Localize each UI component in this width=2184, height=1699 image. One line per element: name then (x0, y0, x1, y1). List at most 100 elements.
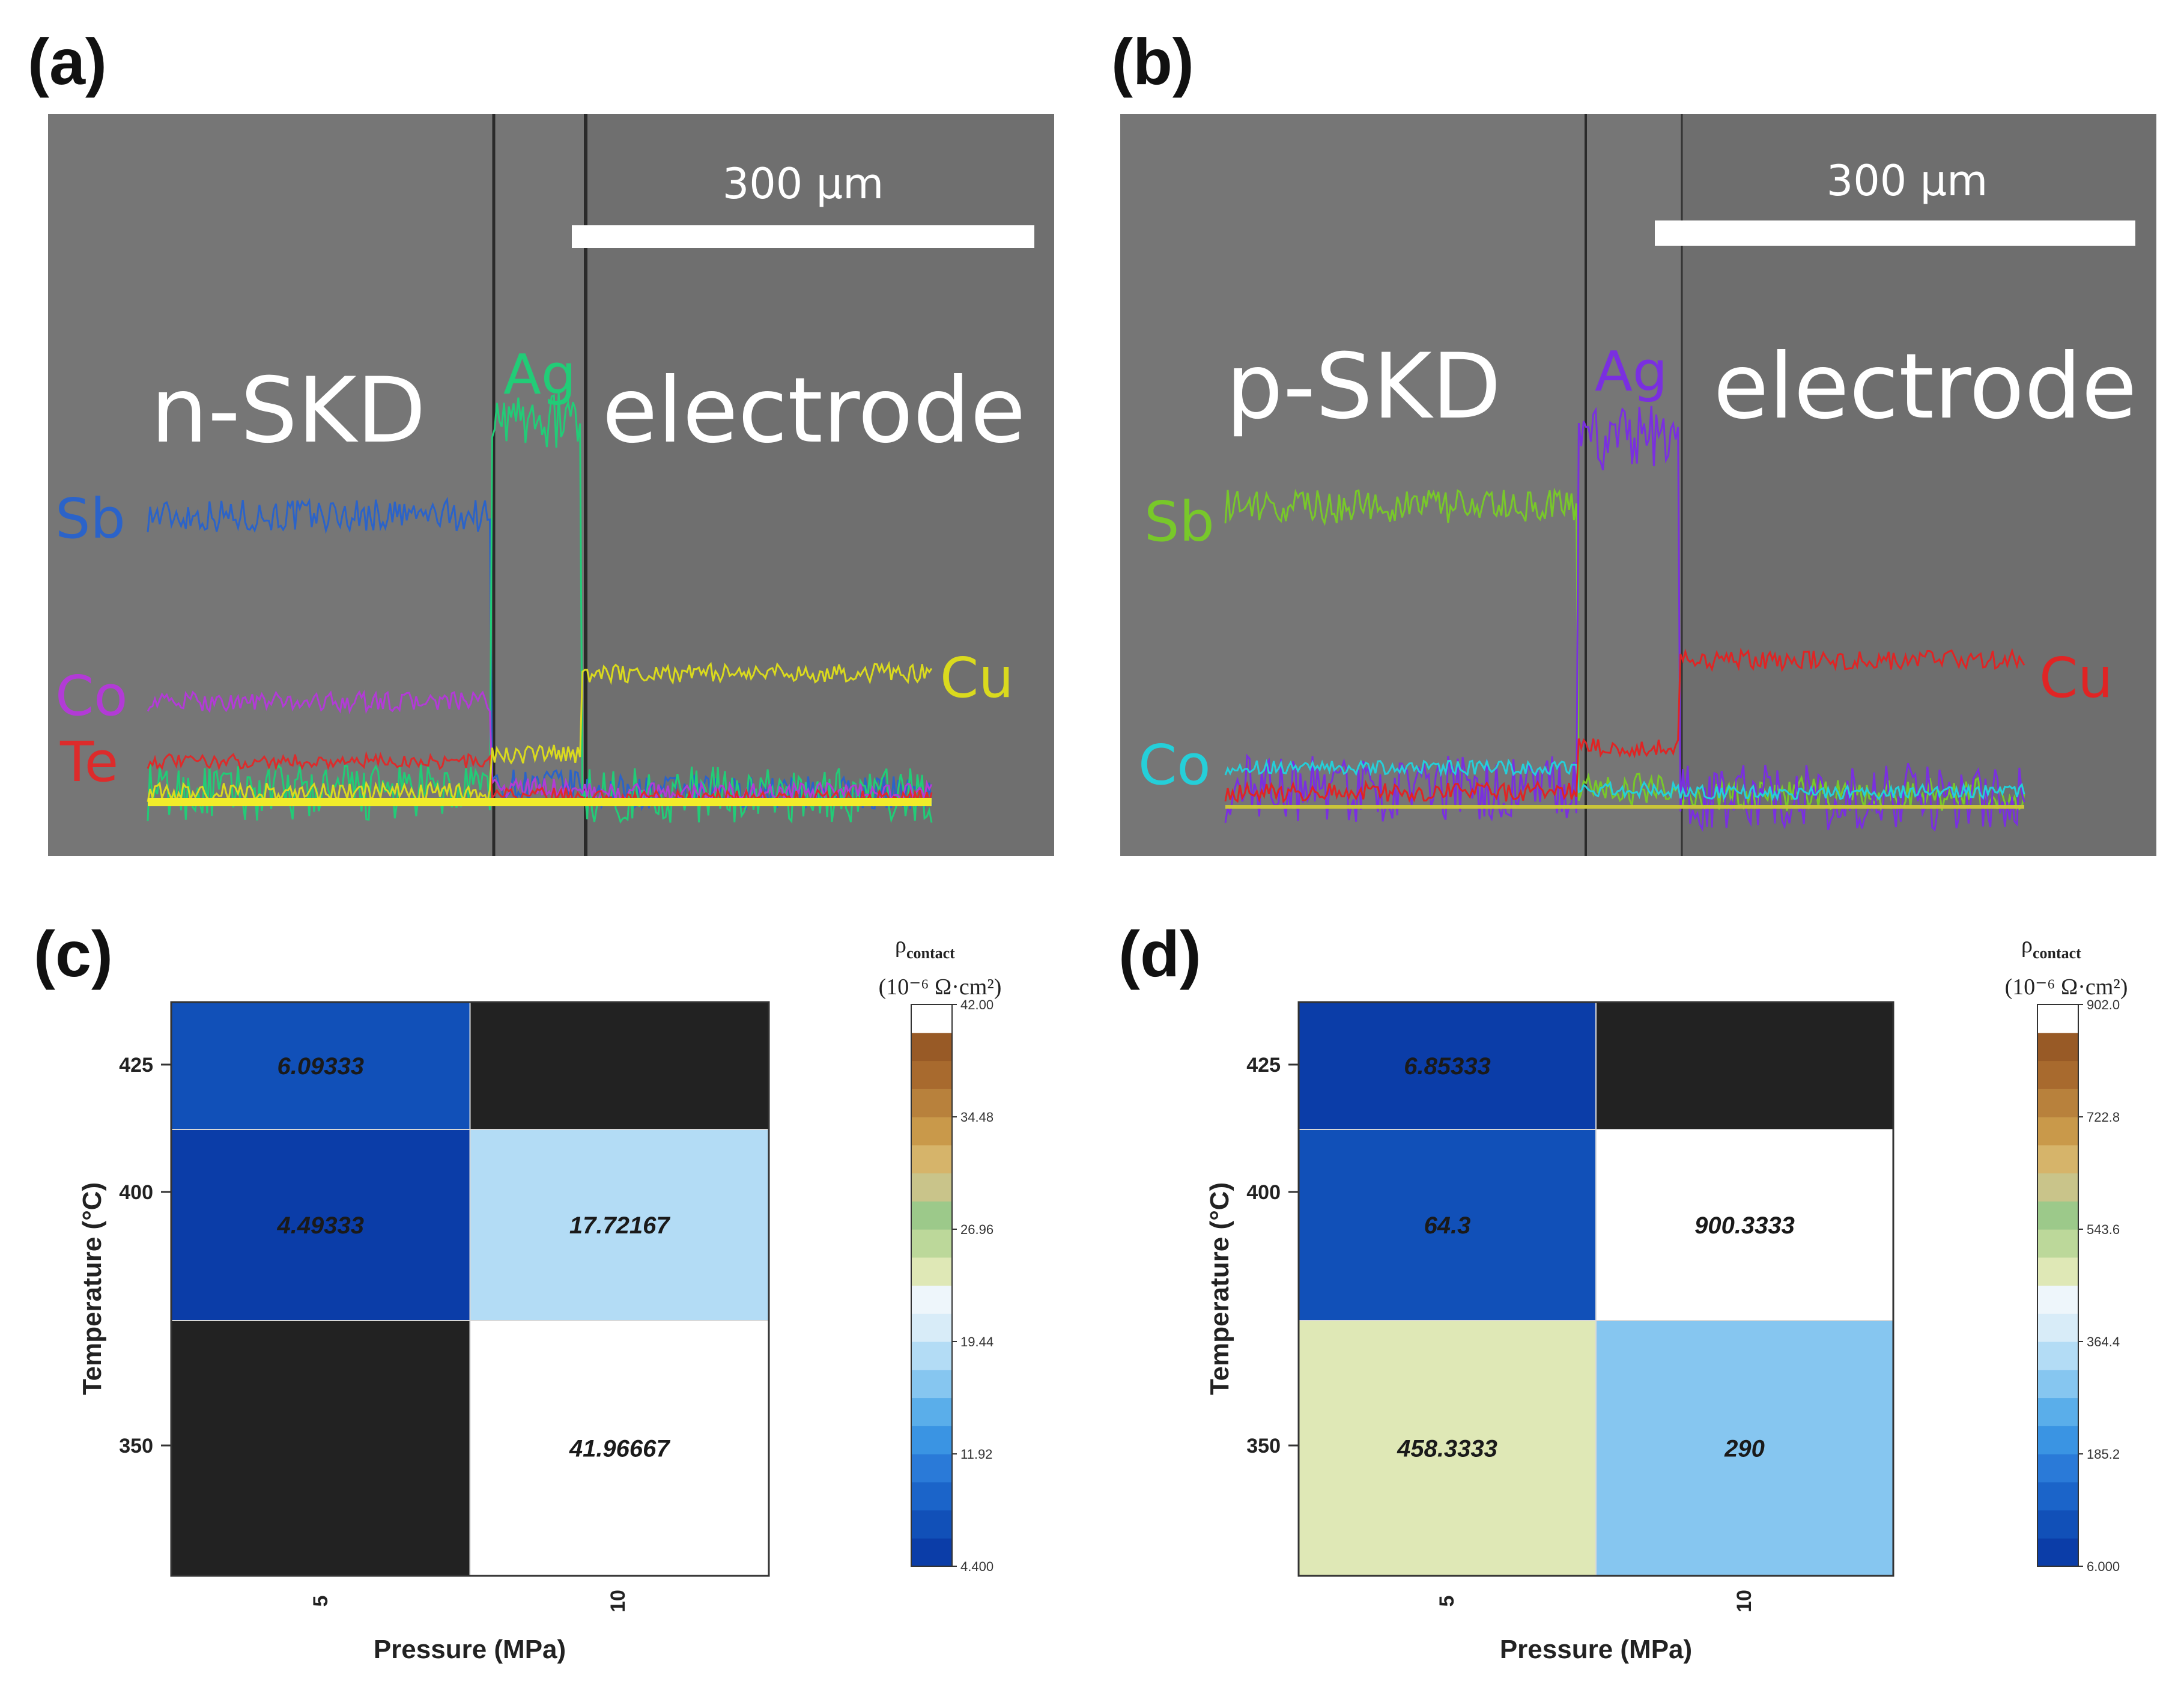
colorbar-units-c: (10⁻⁶ Ω·cm²) (879, 974, 1002, 1000)
colorbar-step (2037, 1089, 2078, 1117)
heatmap-cell (1595, 1001, 1894, 1130)
x-tick-10-c: 10 (607, 1590, 629, 1612)
cell-value-label: 900.3333 (1694, 1212, 1795, 1239)
colorbar-step (911, 1538, 952, 1567)
colorbar-step (911, 1089, 952, 1117)
colorbar-step (911, 1285, 952, 1314)
colorbar-step (2037, 1313, 2078, 1342)
colorbar-step (2037, 1005, 2078, 1033)
colorbar-tick-label: 543.6 (2087, 1222, 2120, 1237)
element-label-co-a: Co (55, 664, 128, 728)
colorbar-step (2037, 1229, 2078, 1258)
heatmap-cell (469, 1001, 769, 1130)
y-axis-title-c: Temperature (°C) (77, 1182, 107, 1395)
y-tick-350-c: 350 (119, 1435, 153, 1457)
plot-frame-d (1297, 1001, 1894, 1577)
colorbar-step (911, 1397, 952, 1426)
eds-line-sb (1224, 487, 2025, 813)
baseline-b (1225, 805, 2024, 809)
colorbar-step (2037, 1144, 2078, 1174)
heatmap-cell (171, 1129, 471, 1321)
colorbar-step (911, 1426, 952, 1454)
colorbar-step (2037, 1201, 2078, 1230)
scale-bar-a (572, 225, 1034, 248)
panel-label-d: (d) (1118, 917, 1201, 990)
colorbar-tick-label: 42.00 (960, 997, 993, 1012)
colorbar-step (2037, 1482, 2078, 1511)
colorbar-step (911, 1060, 952, 1089)
colorbar-units-d: (10⁻⁶ Ω·cm²) (2005, 974, 2128, 1000)
colorbar-step (2037, 1060, 2078, 1089)
colorbar-frame (2037, 1004, 2079, 1567)
colorbar-title-symbol-c: ρ (895, 932, 906, 958)
colorbar-step (2037, 1426, 2078, 1454)
colorbar-step (911, 1229, 952, 1258)
plot-frame-c (170, 1001, 770, 1577)
heatmap-cells-c: 6.09333 4.49333 17.72167 41.96667 (171, 1001, 769, 1576)
element-label-co-b: Co (1138, 733, 1211, 797)
colorbar-step (911, 1510, 952, 1539)
scale-bar-label-a: 300 µm (723, 159, 884, 208)
cell-value-label: 4.49333 (276, 1212, 364, 1239)
cell-value-label: 6.85333 (1404, 1053, 1491, 1080)
heatmap-panel-d: 6.85333 64.3 900.3333 458.3333 290 425 400 3… (1205, 932, 2128, 1664)
element-label-cu-a: Cu (940, 646, 1014, 710)
colorbar-step (2037, 1369, 2078, 1399)
colorbar-step (911, 1342, 952, 1370)
colorbar-title-symbol-d: ρ (2021, 932, 2033, 958)
heatmap-cell (171, 1320, 471, 1576)
colorbar-title-sub-d: contact (2033, 944, 2081, 962)
scale-bar-label-b: 300 µm (1827, 156, 1988, 205)
y-tick-425-d: 425 (1246, 1054, 1281, 1077)
cell-value-label: 41.96667 (569, 1436, 671, 1462)
cell-value-label: 64.3 (1424, 1212, 1471, 1239)
colorbar-tick-label: 364.4 (2087, 1334, 2120, 1349)
colorbar-step (911, 1201, 952, 1230)
heatmap-cell (1298, 1320, 1597, 1576)
sem-panel-b: 300 µm p-SKD electrode Sb Ag Co Cu (1120, 114, 2156, 856)
y-axis-title-d: Temperature (°C) (1205, 1182, 1234, 1395)
x-tick-5-c: 5 (309, 1596, 332, 1607)
cell-value-label: 290 (1724, 1436, 1765, 1462)
colorbar-title-c: ρcontact (895, 932, 955, 962)
x-tick-5-d: 5 (1436, 1596, 1458, 1607)
element-label-cu-b: Cu (2039, 646, 2113, 710)
cell-value-label: 17.72167 (569, 1212, 671, 1239)
eds-line-ag (147, 392, 933, 824)
colorbar-step (2037, 1285, 2078, 1314)
baseline-a (148, 798, 932, 806)
y-tick-425-c: 425 (119, 1054, 153, 1077)
colorbar-tick-label: 11.92 (960, 1447, 992, 1462)
x-axis-title-d: Pressure (MPa) (1500, 1635, 1692, 1664)
heatmap-cell (1595, 1129, 1894, 1321)
panel-label-a: (a) (28, 25, 107, 98)
heatmap-cells-d: 6.85333 64.3 900.3333 458.3333 290 (1298, 1001, 1894, 1576)
colorbar-tick-label: 902.0 (2087, 997, 2120, 1012)
panel-label-c: (c) (34, 917, 113, 990)
element-label-sb-b: Sb (1144, 490, 1215, 554)
x-tick-10-d: 10 (1733, 1590, 1756, 1612)
colorbar-step (2037, 1397, 2078, 1426)
region-left-label-b: p-SKD (1226, 335, 1501, 439)
region-right-label-a: electrode (602, 359, 1025, 463)
colorbar-title-sub-c: contact (906, 944, 955, 962)
colorbar-step (911, 1257, 952, 1286)
region-right-label-b: electrode (1713, 335, 2137, 439)
element-label-ag-a: Ag (503, 342, 576, 407)
heatmap-cell (469, 1320, 769, 1576)
colorbar-tick-label: 34.48 (960, 1110, 993, 1125)
eds-line-cu (147, 661, 933, 806)
colorbar-step (911, 1454, 952, 1483)
heatmap-cell (1298, 1129, 1597, 1321)
panel-label-b: (b) (1111, 25, 1194, 98)
colorbar-step (911, 1144, 952, 1174)
colorbar-step (2037, 1510, 2078, 1539)
colorbar-tick-label: 19.44 (960, 1334, 993, 1349)
colorbar-tick-label: 185.2 (2087, 1447, 2120, 1462)
cell-value-label: 458.3333 (1397, 1436, 1497, 1462)
colorbar-step (2037, 1117, 2078, 1146)
colorbar-tick-label: 722.8 (2087, 1110, 2120, 1125)
heatmap-cell (1595, 1320, 1894, 1576)
colorbar-step (2037, 1173, 2078, 1202)
